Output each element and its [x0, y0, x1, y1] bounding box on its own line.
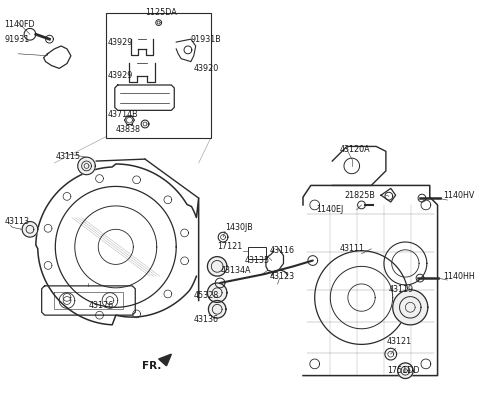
Text: 43119: 43119	[389, 285, 414, 294]
Text: 43121: 43121	[387, 337, 412, 346]
Text: 1430JB: 1430JB	[225, 223, 253, 232]
Polygon shape	[207, 283, 227, 303]
Polygon shape	[393, 290, 428, 325]
Text: 43111: 43111	[340, 244, 365, 253]
Text: 43135: 43135	[244, 256, 270, 265]
Text: 21825B: 21825B	[344, 191, 375, 200]
Text: 43176: 43176	[88, 301, 114, 310]
Text: FR.: FR.	[142, 361, 161, 371]
Text: 43113: 43113	[5, 217, 30, 226]
Text: 91931B: 91931B	[191, 35, 222, 44]
Text: 1140HV: 1140HV	[444, 191, 475, 200]
Text: 1751DD: 1751DD	[387, 366, 420, 375]
Text: 43920: 43920	[194, 64, 219, 73]
Text: 1140HH: 1140HH	[444, 272, 475, 281]
Text: 43136: 43136	[194, 315, 219, 324]
Text: 1125DA: 1125DA	[145, 9, 177, 17]
Polygon shape	[159, 354, 171, 366]
Text: 43929: 43929	[108, 71, 133, 80]
Text: 45328: 45328	[194, 291, 219, 300]
Text: 43115: 43115	[55, 152, 81, 161]
Bar	[106, 13, 211, 138]
Polygon shape	[207, 257, 227, 276]
Text: 91931: 91931	[5, 35, 30, 44]
Text: 43123: 43123	[270, 272, 295, 281]
Polygon shape	[397, 363, 413, 379]
Polygon shape	[22, 222, 38, 237]
Text: 43120A: 43120A	[340, 145, 371, 154]
Text: 43838: 43838	[116, 126, 141, 134]
Bar	[248, 247, 266, 258]
Text: 43134A: 43134A	[221, 266, 252, 275]
Text: 1140EJ: 1140EJ	[317, 205, 344, 214]
Text: 17121: 17121	[217, 242, 242, 252]
Polygon shape	[208, 301, 226, 318]
Text: 43116: 43116	[270, 246, 295, 255]
Text: 43929: 43929	[108, 38, 133, 47]
Text: 1140FD: 1140FD	[5, 20, 35, 29]
Text: 43714B: 43714B	[108, 110, 139, 119]
Polygon shape	[78, 157, 96, 175]
